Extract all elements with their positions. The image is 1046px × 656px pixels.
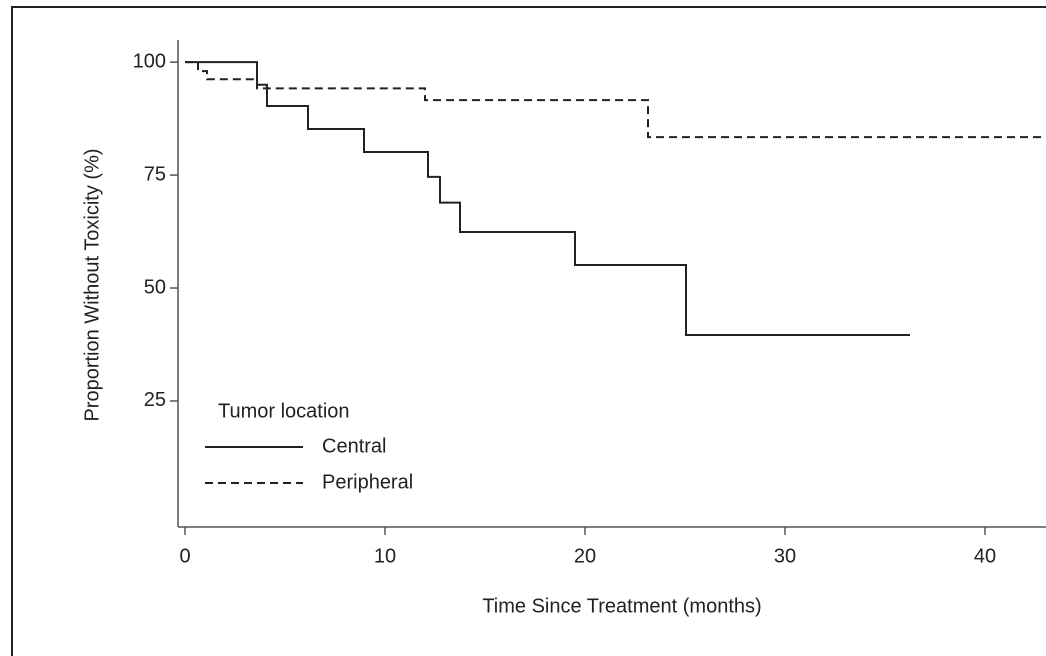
survival-curve (185, 61, 1045, 139)
x-tick-label: 20 (574, 545, 596, 567)
y-tick-label: 75 (144, 163, 166, 185)
legend-label: Central (322, 435, 386, 457)
x-tick-label: 30 (774, 545, 796, 567)
y-tick-label: 50 (144, 276, 166, 298)
legend-label: Peripheral (322, 471, 413, 493)
frame (11, 6, 1046, 656)
y-tick-label: 100 (133, 50, 166, 72)
x-axis-label: Time Since Treatment (months) (482, 595, 761, 617)
x-tick-label: 10 (374, 545, 396, 567)
x-tick-label: 0 (179, 545, 190, 567)
survival-curve (185, 61, 910, 337)
legend-title: Tumor location (218, 400, 350, 422)
y-tick-label: 25 (144, 389, 166, 411)
y-axis-label: Proportion Without Toxicity (%) (81, 148, 103, 421)
x-tick-label: 40 (974, 545, 996, 567)
